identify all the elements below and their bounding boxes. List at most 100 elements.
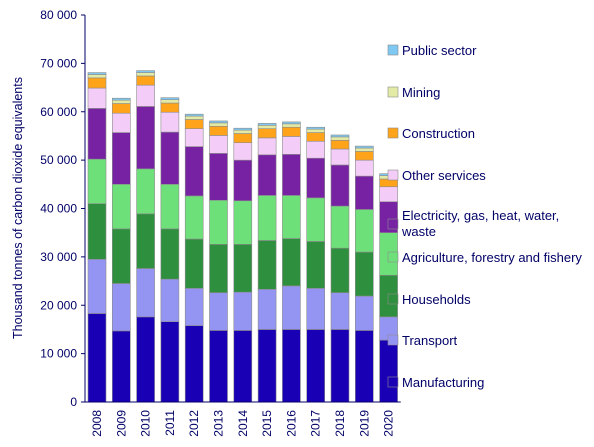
bar-segment-2009-series-7	[112, 99, 131, 104]
bar-segment-2016-series-5	[282, 136, 301, 155]
legend-label: Mining	[402, 85, 440, 100]
bar-segment-2014-series-7	[233, 129, 253, 134]
bar-segment-2010-series-6	[136, 75, 155, 86]
bar-segment-2014-series-6	[233, 133, 253, 144]
bar-segment-2010-series-0	[136, 316, 155, 403]
y-tick-label: 50 000	[40, 153, 77, 167]
bar-segment-2012-series-6	[184, 119, 204, 129]
bar-segment-2016-series-1	[282, 285, 301, 330]
bar-segment-2010-series-4	[136, 106, 155, 170]
bar-segment-2020-series-5	[379, 186, 398, 203]
bar-segment-2009-series-4	[112, 132, 131, 185]
bar-segment-2015-series-7	[257, 125, 277, 129]
bar-segment-2014-series-2	[233, 244, 253, 293]
y-tick-label: 10 000	[40, 347, 77, 361]
bar-segment-2017-series-3	[306, 197, 326, 242]
bar-segment-2015-series-5	[257, 137, 277, 156]
legend-swatch	[387, 334, 399, 346]
bar-segment-2015-series-8	[257, 123, 277, 126]
bar-segment-2017-series-2	[306, 241, 326, 289]
bar-segment-2013-series-1	[209, 292, 228, 331]
y-tick-label: 20 000	[40, 298, 77, 312]
bar-segment-2016-series-0	[282, 329, 301, 403]
bar-segment-2013-series-2	[209, 244, 228, 293]
bar-segment-2017-series-1	[306, 288, 326, 330]
bar-segment-2017-series-7	[306, 128, 326, 133]
y-axis-label: Thousand tonnes of carbon dioxide equiva…	[11, 77, 25, 339]
legend-swatch	[387, 293, 399, 305]
bar-segment-2011-series-1	[160, 278, 180, 323]
legend-label: Transport	[402, 333, 458, 348]
bar-segment-2014-series-3	[233, 200, 253, 245]
bar-segment-2014-series-8	[233, 127, 253, 131]
bar-segment-2012-series-8	[184, 113, 204, 117]
legend-swatch	[387, 376, 399, 388]
bar-segment-2009-series-5	[112, 112, 131, 133]
x-tick-label-2020: 2020	[382, 410, 396, 437]
x-tick-label-2010: 2010	[139, 410, 153, 437]
legend-swatch	[387, 251, 399, 263]
bar-segment-2016-series-6	[282, 126, 301, 137]
bar-segment-2011-series-0	[160, 321, 180, 403]
bar-segment-2015-series-3	[257, 195, 277, 241]
y-tick-label: 0	[70, 395, 77, 409]
x-tick-label-2017: 2017	[309, 410, 323, 437]
bar-segment-2012-series-1	[184, 288, 204, 326]
bar-segment-2013-series-4	[209, 153, 228, 201]
bar-segment-2015-series-2	[257, 240, 277, 290]
x-tick-label-2011: 2011	[163, 410, 177, 436]
y-tick-label: 40 000	[40, 202, 77, 216]
bar-segment-2015-series-0	[257, 329, 277, 403]
bar-segment-2008-series-3	[87, 158, 107, 204]
bar-segment-2009-series-8	[112, 97, 131, 101]
bar-segment-2013-series-6	[209, 125, 228, 136]
bar-segment-2011-series-6	[160, 102, 180, 113]
bar-segment-2008-series-6	[87, 77, 107, 89]
y-tick-label: 60 000	[40, 105, 77, 119]
bar-segment-2017-series-4	[306, 157, 326, 199]
bar-segment-2014-series-0	[233, 330, 253, 403]
bar-segment-2020-series-0	[379, 339, 398, 403]
x-tick-label-2008: 2008	[90, 410, 104, 437]
bar-segment-2018-series-2	[330, 247, 350, 293]
bar-segment-2019-series-6	[354, 151, 374, 161]
bar-segment-2019-series-2	[354, 251, 374, 297]
bar-segment-2008-series-8	[87, 72, 107, 75]
bar-segment-2019-series-8	[354, 145, 374, 149]
bar-segment-2018-series-5	[330, 148, 350, 166]
bar-segment-2017-series-8	[306, 126, 326, 130]
bar-segment-2012-series-5	[184, 128, 204, 147]
bar-segment-2010-series-5	[136, 84, 155, 107]
legend-label: Electricity, gas, heat, water, waste	[401, 208, 559, 239]
x-tick-label-2018: 2018	[333, 410, 347, 437]
bar-segment-2009-series-1	[112, 283, 131, 332]
bar-segment-2011-series-7	[160, 99, 180, 104]
x-tick-label-2014: 2014	[236, 410, 250, 437]
bar-segment-2016-series-7	[282, 123, 301, 128]
legend-swatch	[387, 86, 399, 98]
bar-segment-2008-series-0	[87, 313, 107, 403]
bar-segment-2012-series-7	[184, 115, 204, 120]
bar-segment-2015-series-1	[257, 288, 277, 330]
bar-segment-2018-series-8	[330, 134, 350, 138]
bar-segment-2018-series-4	[330, 164, 350, 207]
bar-segment-2008-series-1	[87, 258, 107, 314]
bar-segment-2016-series-2	[282, 238, 301, 287]
bar-segment-2015-series-4	[257, 154, 277, 196]
bar-segment-2013-series-5	[209, 135, 228, 154]
bar-segment-2009-series-2	[112, 228, 131, 284]
bar-segment-2016-series-8	[282, 121, 301, 125]
bar-segment-2014-series-1	[233, 291, 253, 331]
x-tick-label-2013: 2013	[212, 410, 226, 437]
bar-segment-2018-series-7	[330, 136, 350, 141]
x-tick-label-2012: 2012	[187, 410, 201, 437]
bar-segment-2012-series-2	[184, 238, 204, 289]
bar-segment-2013-series-3	[209, 199, 228, 245]
x-tick-label-2019: 2019	[357, 410, 371, 437]
legend-label: Other services	[402, 168, 486, 183]
bar-segment-2019-series-0	[354, 330, 374, 403]
legend-label: Manufacturing	[402, 375, 484, 390]
bar-segment-2009-series-0	[112, 330, 131, 403]
bar-segment-2014-series-5	[233, 142, 253, 161]
